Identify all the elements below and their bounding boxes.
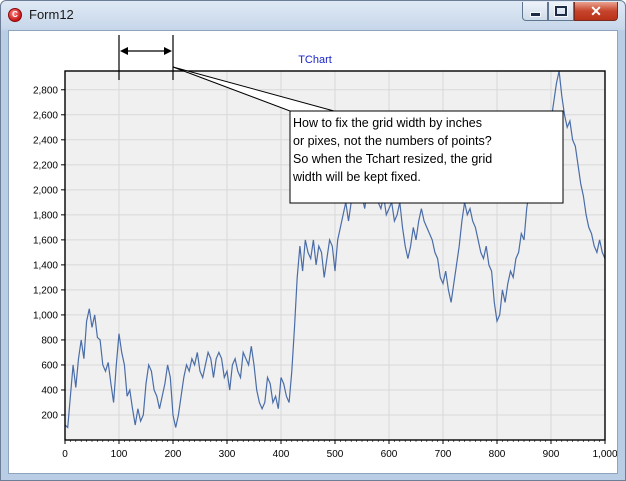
close-icon: ✕ (590, 3, 602, 19)
y-tick-label: 600 (41, 360, 58, 371)
title-bar[interactable]: C Form12 ✕ (1, 1, 625, 29)
y-tick-label: 2,000 (33, 185, 58, 196)
y-tick-label: 2,800 (33, 85, 58, 96)
close-button[interactable]: ✕ (574, 2, 618, 21)
x-tick-label: 700 (435, 449, 452, 460)
annotation-callout: How to fix the grid width by inches or p… (289, 110, 564, 204)
y-tick-label: 1,200 (33, 285, 58, 296)
y-tick-label: 2,200 (33, 160, 58, 171)
y-tick-label: 1,800 (33, 210, 58, 221)
y-tick-label: 200 (41, 410, 58, 421)
annotation-text-line-2: or pixes, not the numbers of points? (293, 134, 492, 148)
minimize-icon (529, 12, 541, 17)
x-tick-label: 300 (219, 449, 236, 460)
x-tick-label: 600 (381, 449, 398, 460)
grid-width-double-arrow (118, 35, 174, 80)
x-tick-label: 800 (489, 449, 506, 460)
y-tick-label: 400 (41, 385, 58, 396)
x-tick-label: 1,000 (592, 449, 617, 460)
x-tick-label: 900 (543, 449, 560, 460)
chart-title: TChart (298, 54, 332, 66)
y-tick-label: 2,400 (33, 135, 58, 146)
window-title: Form12 (29, 7, 74, 22)
annotation-box (289, 110, 564, 204)
y-axis: 200 400 600 800 1,000 1,200 1,400 1,600 1,800 2,0… (33, 85, 65, 421)
y-tick-label: 1,400 (33, 260, 58, 271)
y-tick-label: 1,000 (33, 310, 58, 321)
x-tick-label: 500 (327, 449, 344, 460)
annotation-text-line-3: So when the Tchart resized, the grid (293, 152, 492, 166)
app-icon: C (8, 8, 22, 22)
annotation-text-line-4: width will be kept fixed. (292, 170, 421, 184)
annotation-text-line-1: How to fix the grid width by inches (293, 116, 482, 130)
minimize-button[interactable] (522, 2, 548, 21)
maximize-button[interactable] (548, 2, 574, 21)
plot-frame (64, 70, 606, 441)
x-tick-label: 0 (62, 449, 68, 460)
x-tick-label: 100 (111, 449, 128, 460)
form-client-area: TChart 200 400 600 800 1,000 1,200 1,400 1,600 1… (8, 30, 618, 474)
y-tick-label: 2,600 (33, 110, 58, 121)
maximize-icon (554, 5, 568, 17)
y-tick-label: 800 (41, 335, 58, 346)
y-tick-label: 1,600 (33, 235, 58, 246)
x-tick-label: 200 (165, 449, 182, 460)
x-axis: 0 100 200 300 400 500 600 700 800 900 1,000 (62, 440, 618, 460)
x-tick-label: 400 (273, 449, 290, 460)
series-line (64, 70, 606, 429)
tchart[interactable]: TChart 200 400 600 800 1,000 1,200 1,400 1,600 1… (9, 31, 618, 473)
